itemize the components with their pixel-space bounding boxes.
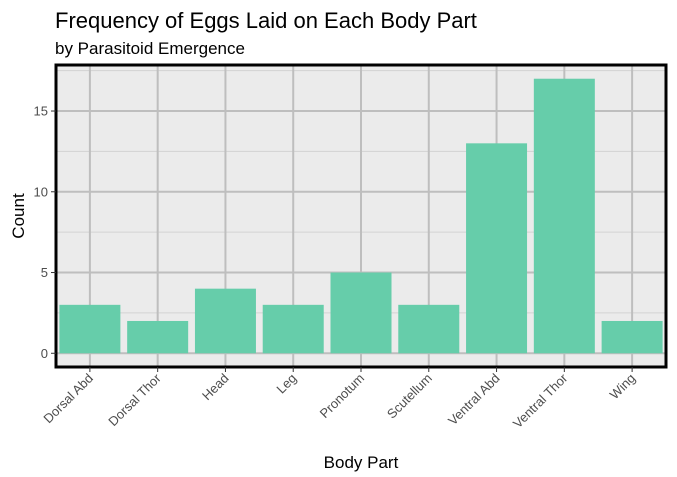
x-tick-label: Leg bbox=[273, 371, 299, 397]
x-tick-label: Ventral Thor bbox=[510, 370, 571, 431]
x-tick-label: Scutellum bbox=[384, 371, 435, 422]
y-tick-label: 0 bbox=[41, 346, 48, 361]
x-tick-label: Head bbox=[199, 371, 232, 404]
bar-pronotum bbox=[330, 272, 392, 354]
bar-ventral-abd bbox=[466, 143, 528, 354]
x-axis-title: Body Part bbox=[324, 453, 399, 472]
y-axis-title: Count bbox=[9, 193, 28, 239]
y-tick-label: 15 bbox=[34, 104, 48, 119]
bar-dorsal-abd bbox=[59, 304, 121, 354]
x-tick-label: Ventral Abd bbox=[445, 371, 503, 429]
bar-ventral-thor bbox=[533, 78, 595, 354]
x-tick-label: Dorsal Thor bbox=[105, 370, 164, 429]
x-axis-ticks: Dorsal Abd Dorsal Thor Head Leg Pronotum Scut… bbox=[40, 367, 638, 431]
bar-wing bbox=[601, 320, 663, 354]
bar-scutellum bbox=[398, 304, 460, 354]
bar-dorsal-thor bbox=[127, 320, 189, 354]
x-tick-label: Wing bbox=[607, 371, 639, 403]
bar-leg bbox=[262, 304, 324, 354]
y-tick-label: 5 bbox=[41, 265, 48, 280]
bar-head bbox=[194, 288, 256, 354]
y-axis-ticks: 0 5 10 15 bbox=[34, 104, 56, 361]
x-tick-label: Dorsal Abd bbox=[40, 371, 96, 427]
x-tick-label: Pronotum bbox=[317, 371, 367, 421]
bars bbox=[59, 78, 663, 354]
chart-subtitle: by Parasitoid Emergence bbox=[55, 39, 245, 58]
chart-title: Frequency of Eggs Laid on Each Body Part bbox=[55, 8, 477, 33]
y-tick-label: 10 bbox=[34, 184, 48, 199]
